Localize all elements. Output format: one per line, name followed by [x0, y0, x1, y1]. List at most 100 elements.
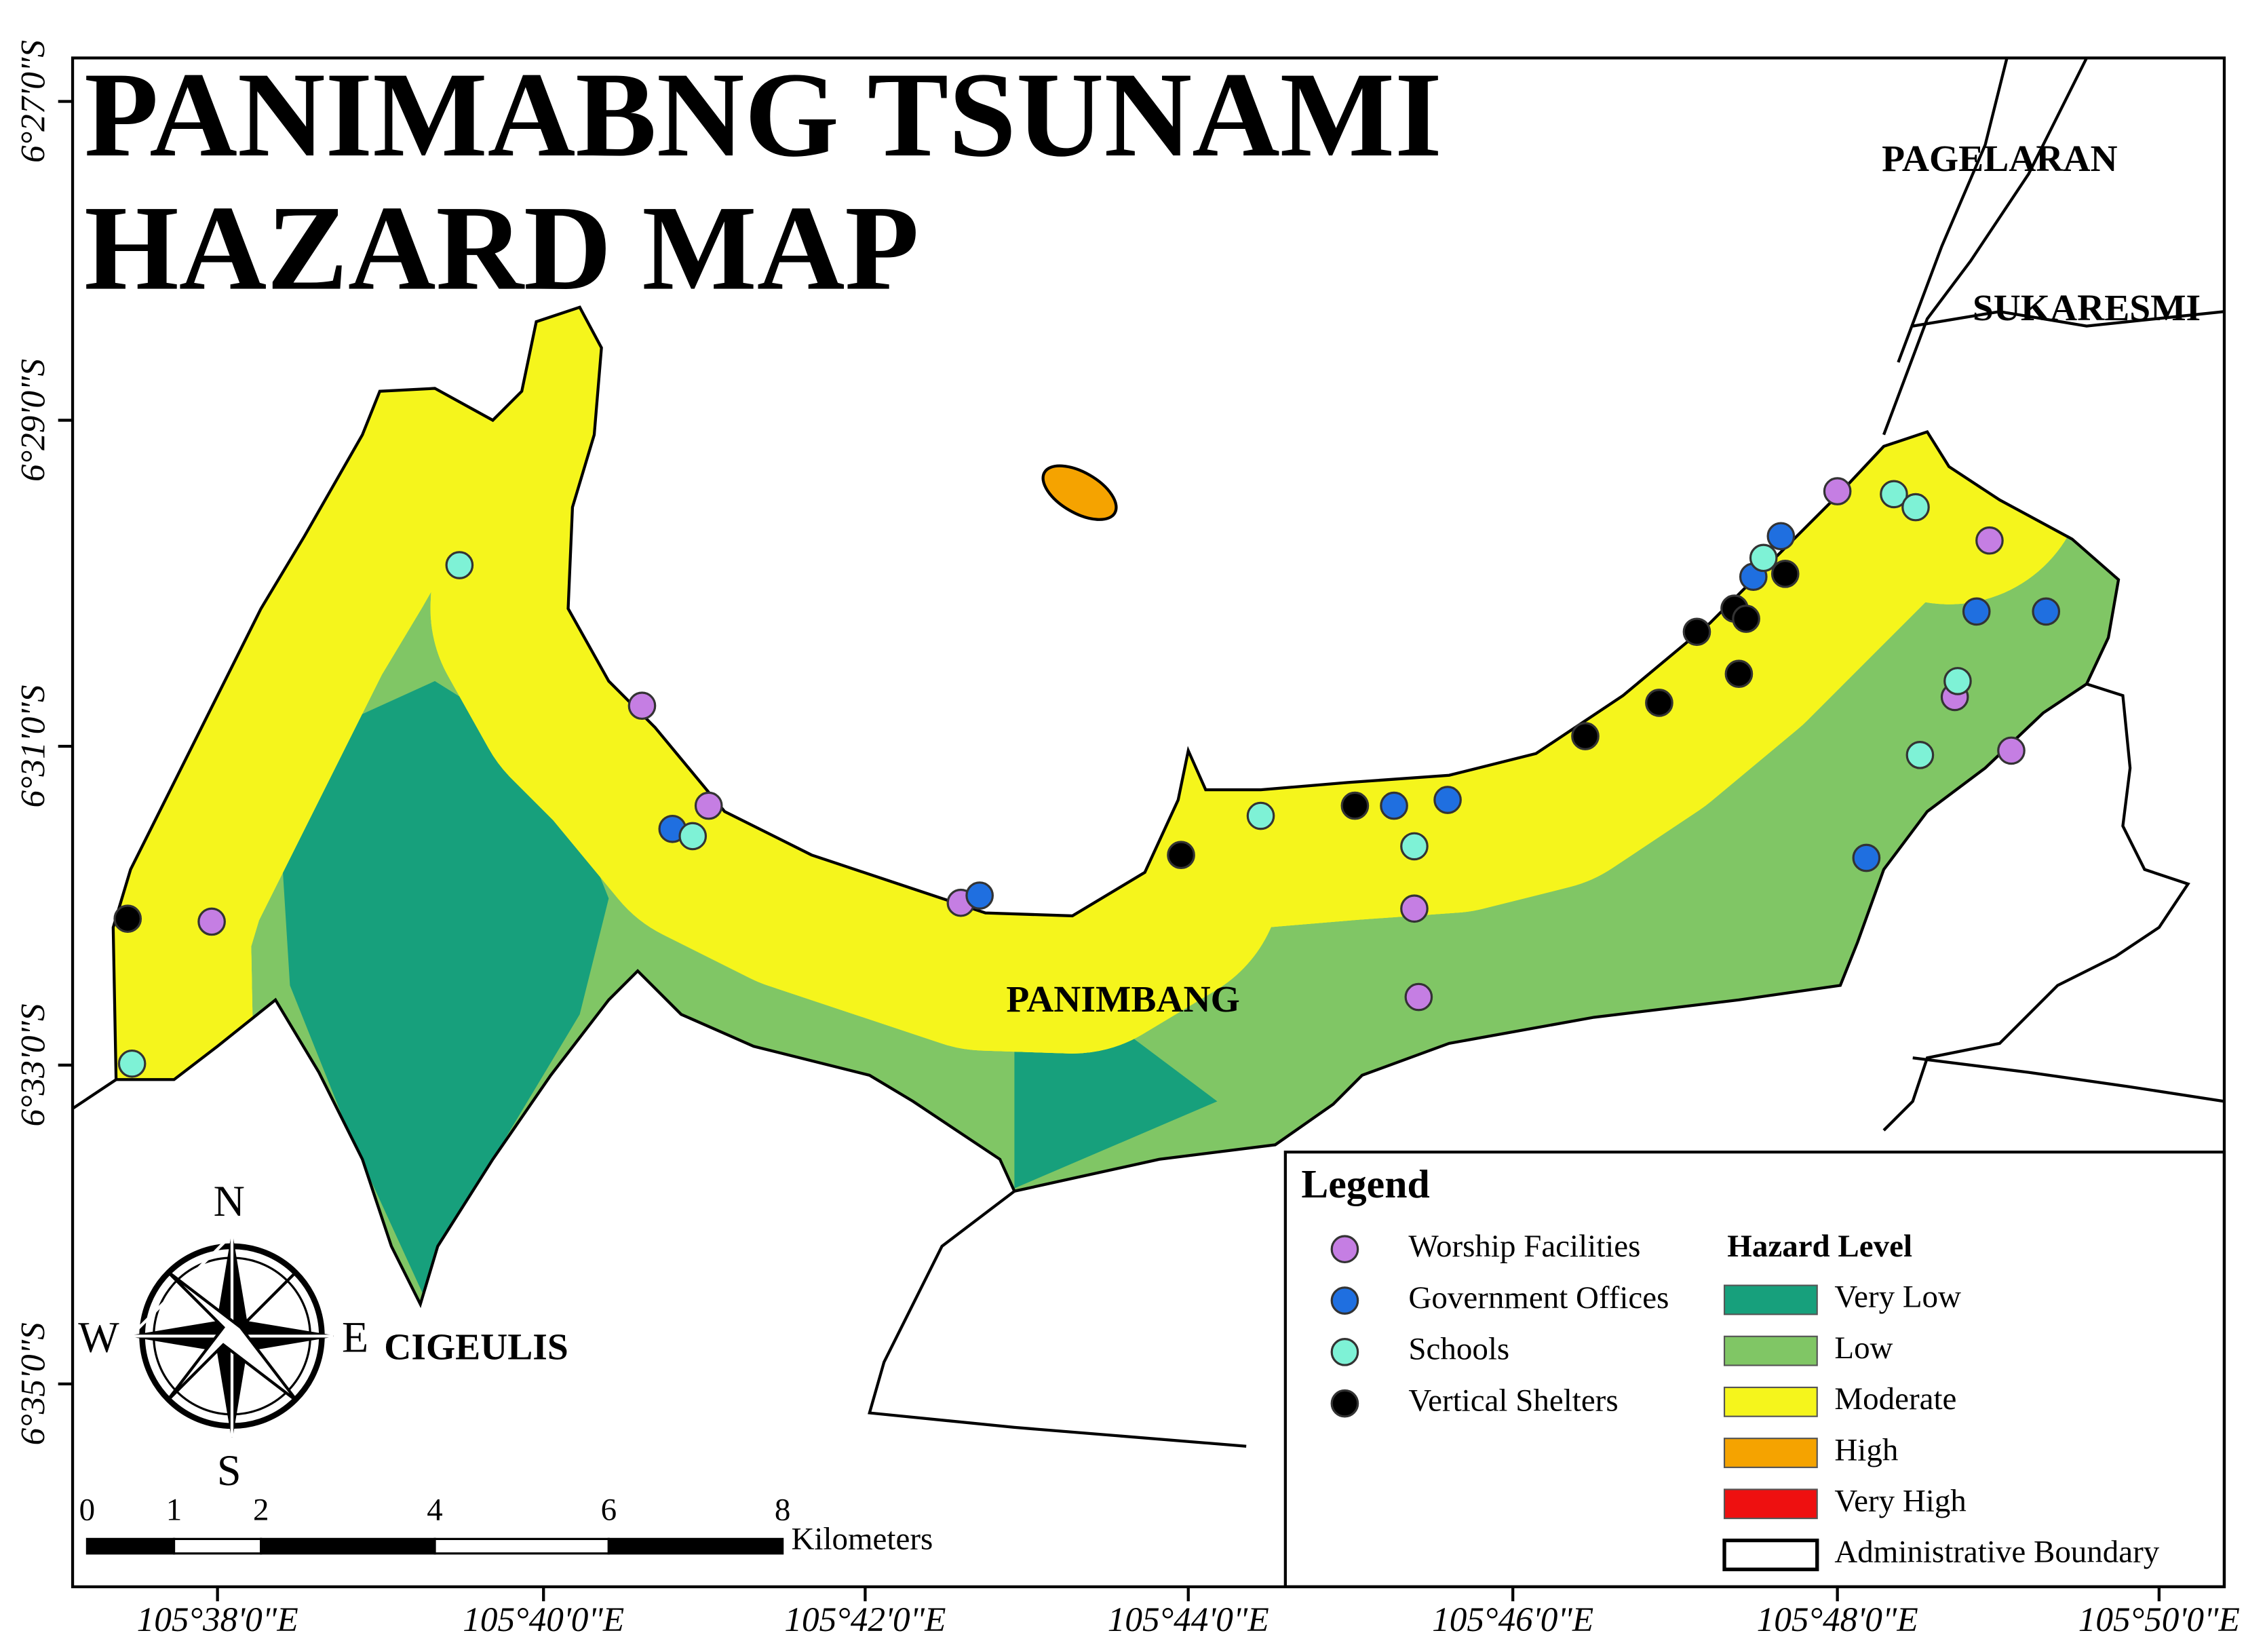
- marker: [1380, 791, 1408, 820]
- latitude-label: 6°33'0"S: [14, 1003, 52, 1126]
- legend-swatch: [1723, 1386, 1818, 1417]
- legend-label: Moderate: [1834, 1381, 1956, 1417]
- legend-marker: [1330, 1338, 1359, 1366]
- compass-letter: W: [78, 1313, 119, 1362]
- place-label: PAGELARAN: [1882, 138, 2118, 180]
- marker: [1433, 786, 1462, 814]
- legend-label: Very High: [1834, 1483, 1966, 1518]
- scale-segment: [260, 1537, 436, 1555]
- legend-swatch: [1723, 1284, 1818, 1315]
- boundary-line: [1882, 57, 2088, 436]
- longitude-label: 105°48'0"E: [1757, 1600, 1918, 1639]
- marker: [445, 551, 474, 579]
- marker: [1852, 843, 1881, 872]
- marker: [2032, 597, 2061, 626]
- boundary-line: [1882, 683, 2190, 1132]
- marker: [1901, 493, 1930, 522]
- marker: [1682, 617, 1711, 647]
- title-line: HAZARD MAP: [84, 180, 919, 315]
- compass-letter: E: [342, 1313, 368, 1362]
- legend-swatch: [1723, 1488, 1818, 1520]
- marker: [1880, 480, 1908, 509]
- scale-segment: [433, 1537, 610, 1555]
- boundaries: [71, 57, 2225, 1448]
- legend-marker: [1330, 1286, 1359, 1315]
- legend-label: Administrative Boundary: [1834, 1535, 2159, 1570]
- marker: [1962, 597, 1991, 626]
- government-markers: [658, 522, 2061, 910]
- marker: [965, 881, 994, 910]
- marker: [1400, 894, 1429, 923]
- marker: [1404, 982, 1433, 1012]
- island: [1041, 464, 1118, 521]
- scale-label: 6: [601, 1493, 617, 1528]
- school-markers: [117, 480, 1972, 1078]
- scale-label: 2: [253, 1493, 269, 1528]
- boundary-line: [868, 1190, 1247, 1448]
- marker: [113, 904, 142, 934]
- marker: [1400, 832, 1429, 861]
- marker: [1167, 841, 1195, 870]
- marker: [694, 791, 723, 820]
- legend-swatch: [1723, 1335, 1818, 1366]
- marker: [1823, 477, 1852, 505]
- longitude-label: 105°42'0"E: [784, 1600, 946, 1639]
- marker: [1997, 736, 2026, 765]
- longitude-label: 105°50'0"E: [2078, 1600, 2240, 1639]
- title-line: PANIMABNG TSUNAMI: [84, 47, 1442, 182]
- marker: [1770, 560, 1800, 588]
- marker: [1975, 526, 2004, 555]
- place-labels: PAGELARAN SUKARESMI PANIMBANG CIGEULIS: [384, 138, 2201, 1368]
- scale-label: 4: [427, 1493, 442, 1528]
- longitude-label: 105°44'0"E: [1108, 1600, 1269, 1639]
- longitude-label: 105°46'0"E: [1432, 1600, 1593, 1639]
- scale-label: 1: [166, 1493, 182, 1528]
- legend-label: Government Offices: [1408, 1280, 1669, 1315]
- latitude-label: 6°31'0"S: [14, 685, 52, 807]
- marker: [1943, 667, 1972, 695]
- scale-segment: [172, 1537, 263, 1555]
- legend-swatch: [1722, 1538, 1819, 1571]
- compass-letter: S: [217, 1446, 241, 1495]
- scale-segment: [85, 1537, 176, 1555]
- marker: [1645, 689, 1673, 717]
- map-frame: [71, 56, 2226, 1589]
- legend-label: Worship Facilities: [1408, 1229, 1640, 1264]
- marker: [627, 691, 657, 721]
- latitude-label: 6°29'0"S: [14, 359, 52, 482]
- marker: [1724, 659, 1754, 689]
- facility-markers: [113, 477, 2061, 1078]
- title: PANIMABNG TSUNAMI HAZARD MAP: [84, 47, 1442, 315]
- place-label: CIGEULIS: [384, 1326, 568, 1368]
- place-label: PANIMBANG: [1006, 979, 1239, 1020]
- scale-label: 8: [775, 1493, 791, 1528]
- marker: [1749, 543, 1778, 573]
- longitude-label: 105°40'0"E: [463, 1600, 624, 1639]
- legend-title: Legend: [1301, 1161, 1429, 1206]
- marker: [1905, 741, 1935, 769]
- marker: [678, 822, 708, 851]
- marker: [1246, 801, 1275, 830]
- legend-box: [1283, 1150, 2226, 1589]
- place-label: SUKARESMI: [1973, 288, 2201, 329]
- boundary-line: [1897, 57, 2009, 363]
- legend: Legend Hazard Level Worship Facilities Go…: [1283, 1150, 2226, 1589]
- legend-label: Low: [1834, 1330, 1893, 1366]
- marker: [1732, 604, 1760, 633]
- legend-label: High: [1834, 1432, 1898, 1467]
- legend-swatch: [1723, 1438, 1818, 1468]
- scale-unit: Kilometers: [791, 1521, 933, 1556]
- longitude-label: 105°38'0"E: [137, 1600, 298, 1639]
- marker: [1766, 522, 1796, 551]
- legend-label: Vertical Shelters: [1408, 1383, 1618, 1418]
- compass: N E S W: [78, 1177, 368, 1495]
- boundary-line: [71, 1078, 117, 1110]
- marker: [1571, 722, 1600, 750]
- compass-star: [166, 1269, 298, 1403]
- boundary-line: [1912, 310, 2225, 328]
- compass-letter: N: [214, 1177, 245, 1225]
- boundary-line: [1912, 1056, 2225, 1103]
- latitude-label: 6°35'0"S: [14, 1322, 52, 1445]
- legend-label: Schools: [1408, 1332, 1509, 1367]
